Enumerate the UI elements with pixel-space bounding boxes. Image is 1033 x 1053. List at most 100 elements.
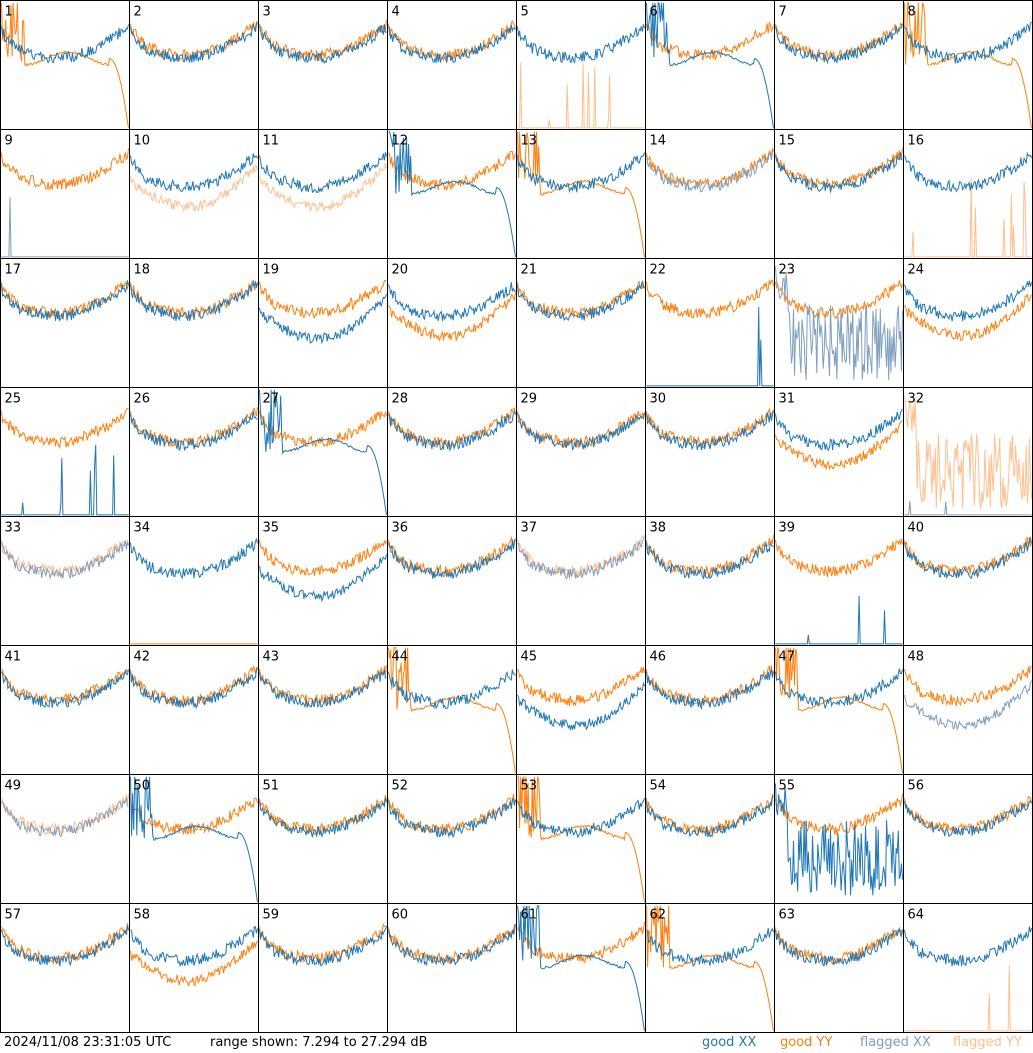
panel-label: 36	[392, 521, 409, 536]
panel-38: 38	[645, 516, 775, 646]
panel-label: 44	[392, 650, 409, 665]
panel-label: 41	[5, 650, 22, 665]
series-good-xx	[1, 668, 129, 708]
panel-label: 53	[521, 779, 538, 794]
panel-7: 7	[774, 0, 904, 130]
timestamp: 2024/11/08 23:31:05 UTC	[4, 1035, 172, 1050]
panel-frame	[0, 129, 130, 259]
panel-24: 24	[903, 258, 1033, 388]
legend-flagged-xx: flagged XX	[860, 1035, 931, 1050]
panel-frame	[645, 645, 775, 775]
panel-frame	[258, 645, 388, 775]
panel-label: 31	[779, 392, 796, 407]
series-good-xx	[130, 153, 258, 192]
series-good-yy	[775, 927, 903, 965]
panel-40: 40	[903, 516, 1033, 646]
series-good-yy	[904, 2, 1032, 128]
panel-51: 51	[258, 774, 388, 904]
panel-35: 35	[258, 516, 388, 646]
series-good-xx	[517, 24, 645, 64]
panel-frame	[129, 0, 259, 130]
panel-frame	[258, 903, 388, 1033]
panel-label: 17	[5, 263, 22, 278]
panel-label: 64	[908, 908, 925, 923]
panel-frame	[129, 774, 259, 904]
panel-frame	[129, 645, 259, 775]
series-good-xx	[646, 307, 774, 387]
panel-34: 34	[129, 516, 259, 646]
series-flagged-yy	[517, 534, 645, 578]
panel-frame	[645, 387, 775, 517]
panel-57: 57	[0, 903, 130, 1033]
panel-30: 30	[645, 387, 775, 517]
panel-32: 32	[903, 387, 1033, 517]
series-good-yy	[388, 291, 516, 342]
panel-frame	[645, 129, 775, 259]
panel-frame	[258, 258, 388, 388]
panel-frame	[0, 387, 130, 517]
panel-28: 28	[387, 387, 517, 517]
series-good-yy	[130, 797, 258, 836]
series-good-xx	[904, 800, 1032, 838]
panel-label: 20	[392, 263, 409, 278]
series-good-xx	[904, 21, 1032, 64]
panel-label: 62	[650, 908, 667, 923]
series-good-xx	[517, 681, 645, 732]
series-good-xx	[388, 924, 516, 967]
panel-12: 12	[387, 129, 517, 259]
panel-23: 23	[774, 258, 904, 388]
panel-frame	[258, 387, 388, 517]
series-good-yy	[646, 793, 774, 836]
panel-frame	[387, 387, 517, 517]
panel-21: 21	[516, 258, 646, 388]
series-good-yy	[1, 148, 129, 191]
panel-label: 16	[908, 134, 925, 149]
series-good-xx	[517, 280, 645, 322]
series-good-xx	[517, 905, 645, 1031]
panel-label: 40	[908, 521, 925, 536]
series-good-xx	[130, 537, 258, 580]
panel-20: 20	[387, 258, 517, 388]
series-good-yy	[1, 408, 129, 450]
series-good-yy	[259, 923, 387, 965]
panel-label: 2	[134, 5, 142, 20]
panel-label: 27	[263, 392, 280, 407]
panel-frame	[774, 645, 904, 775]
panel-61: 61	[516, 903, 646, 1033]
panel-37: 37	[516, 516, 646, 646]
panel-label: 19	[263, 263, 280, 278]
series-good-yy	[775, 280, 903, 320]
series-good-yy	[388, 647, 516, 773]
series-good-yy	[646, 21, 774, 62]
panel-label: 11	[263, 134, 280, 149]
panel-label: 7	[779, 5, 787, 20]
series-flagged-yy	[904, 395, 1032, 509]
series-flagged-xx	[1, 197, 129, 258]
panel-27: 27	[258, 387, 388, 517]
panel-label: 38	[650, 521, 667, 536]
panel-label: 48	[908, 650, 925, 665]
panel-53: 53	[516, 774, 646, 904]
panel-label: 23	[779, 263, 796, 278]
series-good-xx	[130, 22, 258, 64]
panel-47: 47	[774, 645, 904, 775]
series-good-yy	[259, 279, 387, 319]
panel-frame	[903, 645, 1033, 775]
panel-label: 42	[134, 650, 151, 665]
panel-49: 49	[0, 774, 130, 904]
panel-frame	[258, 0, 388, 130]
panel-label: 49	[5, 779, 22, 794]
panel-43: 43	[258, 645, 388, 775]
panel-label: 56	[908, 779, 925, 794]
series-good-xx	[388, 282, 516, 322]
series-good-xx	[646, 669, 774, 711]
series-good-xx	[646, 541, 774, 581]
series-flagged-yy	[130, 164, 258, 213]
panel-frame	[645, 774, 775, 904]
panel-45: 45	[516, 645, 646, 775]
series-flagged-xx	[1, 796, 129, 838]
panel-frame	[774, 0, 904, 130]
series-good-yy	[646, 279, 774, 319]
series-good-xx	[1, 444, 129, 516]
series-good-xx	[388, 797, 516, 839]
